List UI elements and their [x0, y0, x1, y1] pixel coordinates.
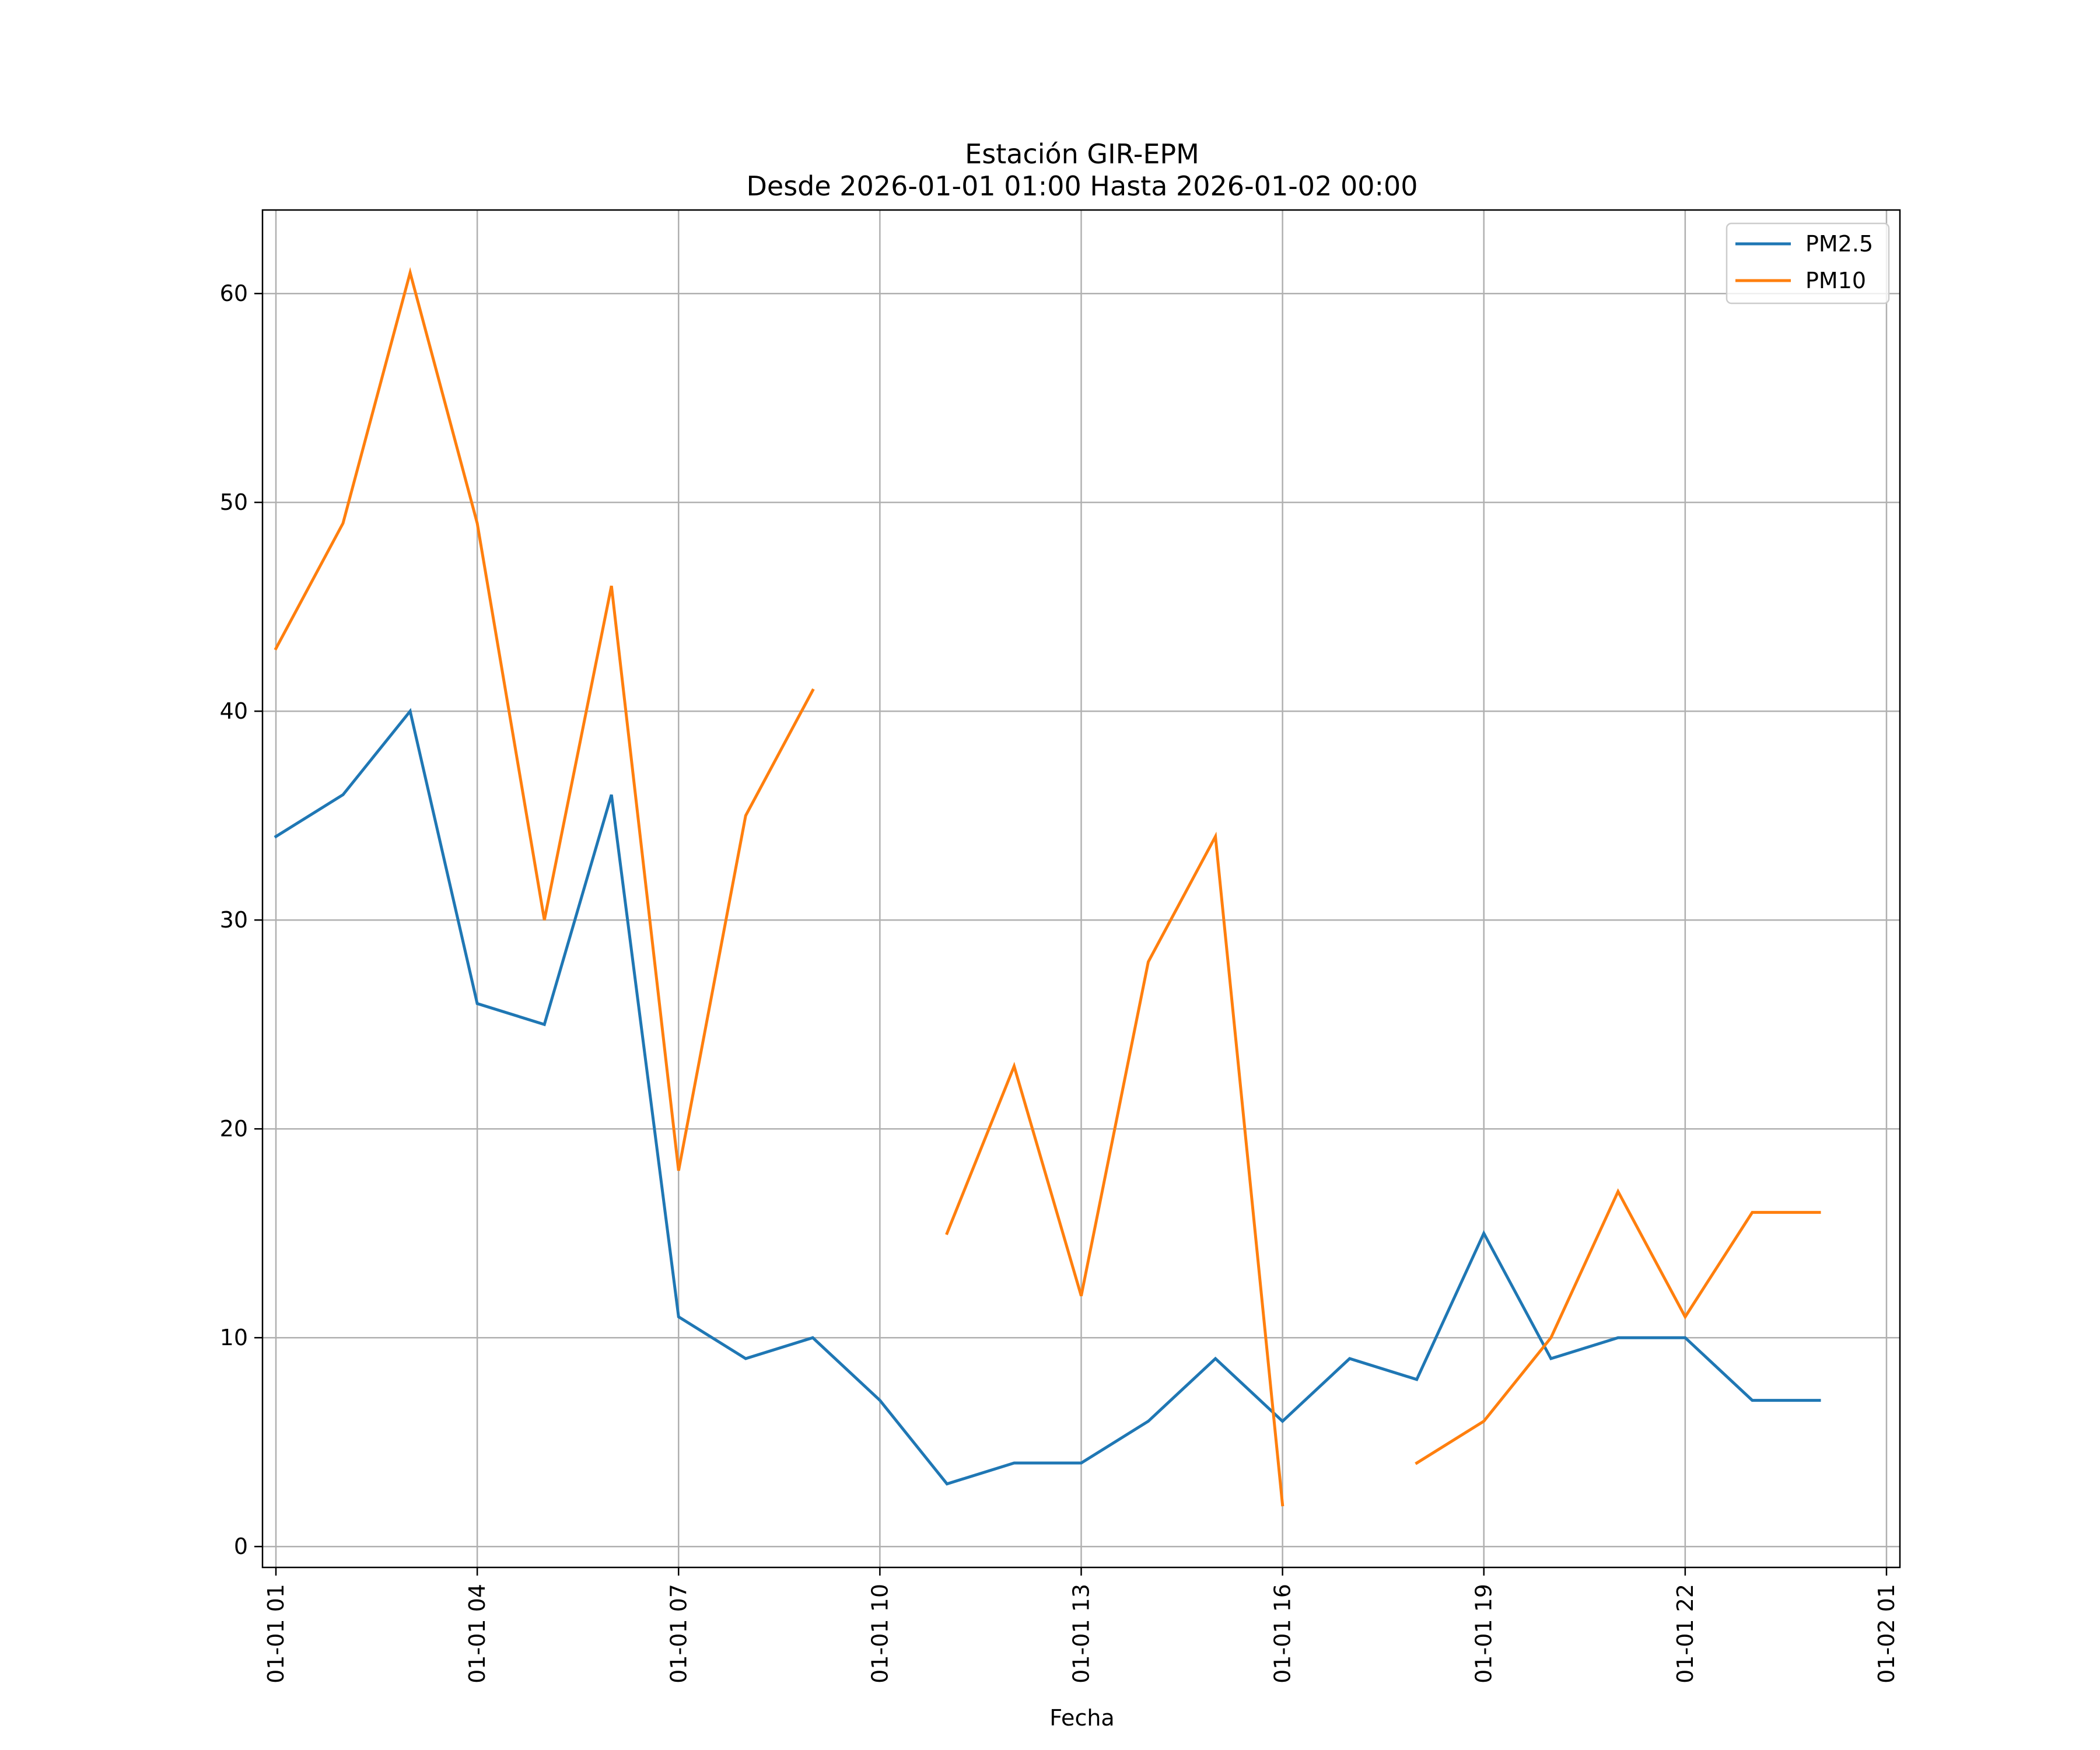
axis-ticks: 01-01 01 01-01 04 01-01 07 01-01 10 01-01 13…	[220, 281, 1899, 1684]
y-tick-label: 60	[220, 281, 248, 306]
x-tick-label: 01-02 01	[1874, 1584, 1899, 1684]
y-tick-label: 20	[220, 1116, 248, 1142]
y-tick-label: 30	[220, 907, 248, 933]
y-tick-label: 50	[220, 489, 248, 515]
chart-subtitle: Desde 2026-01-01 01:00 Hasta 2026-01-02 …	[746, 170, 1418, 202]
x-axis-title: Fecha	[1049, 1705, 1114, 1731]
y-tick-label: 10	[220, 1325, 248, 1350]
legend-label-pm25: PM2.5	[1805, 231, 1873, 257]
chart-title: Estación GIR-EPM	[965, 138, 1199, 170]
x-tick-label: 01-01 13	[1069, 1584, 1094, 1684]
y-tick-label: 0	[234, 1534, 248, 1559]
x-tick-label: 01-01 07	[666, 1584, 691, 1684]
x-tick-label: 01-01 10	[867, 1584, 892, 1684]
x-tick-label: 01-01 16	[1270, 1584, 1296, 1684]
legend-label-pm10: PM10	[1805, 268, 1866, 293]
x-tick-label: 01-01 01	[263, 1584, 289, 1684]
x-tick-label: 01-01 22	[1672, 1584, 1698, 1684]
x-tick-label: 01-01 04	[464, 1584, 490, 1684]
series-line-pm10	[1415, 1188, 1821, 1465]
series-line-pm25	[274, 708, 1821, 1486]
series-line-pm10	[274, 267, 815, 1171]
x-tick-label: 01-01 19	[1471, 1584, 1497, 1684]
legend: PM2.5 PM10	[1726, 222, 1890, 304]
y-tick-label: 40	[220, 698, 248, 724]
series-line-pm10	[945, 831, 1284, 1507]
series-lines	[274, 267, 1821, 1507]
